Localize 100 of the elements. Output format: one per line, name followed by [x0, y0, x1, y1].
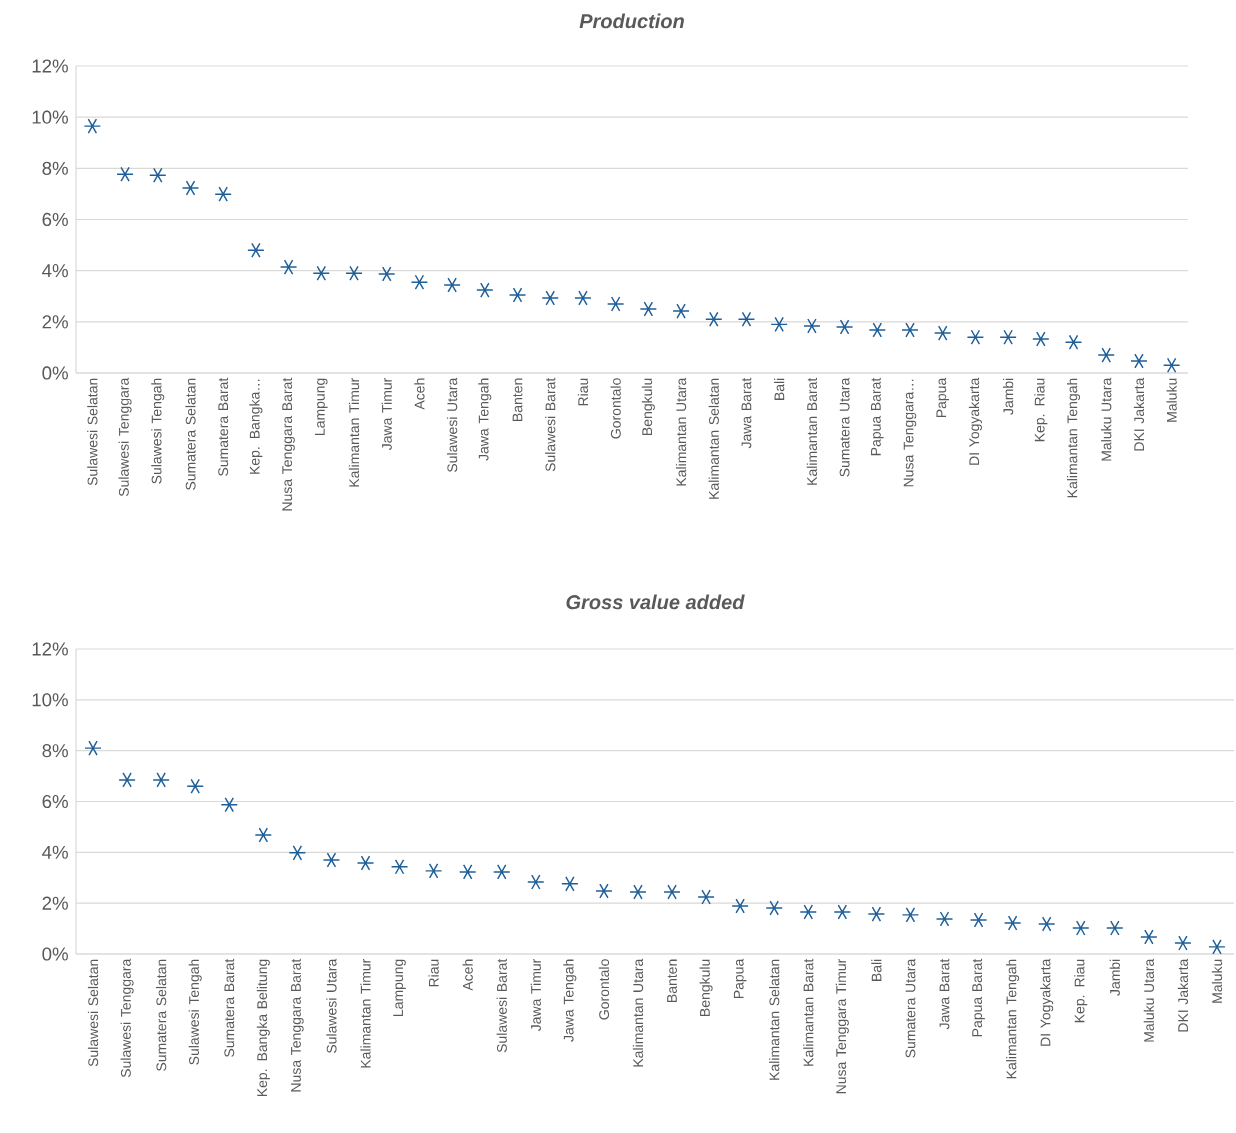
point [663, 884, 681, 900]
point [493, 864, 511, 880]
point [606, 296, 625, 312]
y-tick-label: 8% [42, 744, 68, 758]
point [118, 772, 136, 788]
x-tick-label: Jambi [1002, 378, 1014, 415]
point [868, 322, 887, 338]
point [1072, 920, 1090, 936]
point [966, 329, 985, 345]
x-tick-label: Sumatera Selatan [156, 959, 167, 1071]
x-tick-label: Kalimantan Utara [632, 958, 644, 1067]
x-tick-label: Papua [936, 377, 949, 418]
point [390, 859, 409, 875]
x-tick-label: Nusa Tenggara Barat [291, 958, 304, 1092]
point [737, 311, 756, 327]
point [424, 863, 443, 879]
y-tick-label: 2% [42, 896, 68, 910]
y-tick-label: 0% [42, 366, 68, 380]
point [356, 855, 375, 871]
point [1140, 929, 1158, 945]
y-tick-label: 4% [42, 264, 68, 278]
x-tick-label: Jawa Timur [530, 958, 541, 1032]
x-tick-label: Sulawesi Barat [496, 958, 507, 1053]
point [220, 797, 239, 813]
x-tick-label: Sulawesi Tengah [151, 378, 165, 484]
x-tick-label: Sulawesi Selatan [87, 378, 98, 486]
x-tick-label: Sumatera Utara [905, 958, 916, 1058]
x-tick-label: Papua [733, 958, 747, 999]
x-tick-label: Kalimantan Barat [806, 377, 818, 485]
point [322, 852, 341, 868]
point [508, 287, 527, 303]
point [345, 265, 363, 281]
x-tick-label: Bengkulu [699, 959, 713, 1016]
point [527, 874, 545, 890]
point [561, 876, 579, 892]
x-tick-label: Nusa Tenggara Timur [835, 958, 849, 1094]
point [999, 329, 1017, 345]
y-tick-label: 0% [42, 947, 68, 961]
y-tick-label: 6% [42, 794, 68, 809]
x-tick-label: Jawa Barat [939, 958, 950, 1030]
point [1003, 915, 1022, 931]
x-tick-label: DKI Jakarta [1177, 958, 1189, 1032]
x-tick-label: Maluku Utara [1143, 958, 1155, 1042]
chart-title: Gross value added [566, 594, 745, 610]
point [312, 265, 331, 281]
point [377, 266, 396, 282]
point [697, 889, 715, 905]
point [458, 864, 477, 880]
x-tick-label: Papua Barat [871, 377, 884, 456]
point [672, 303, 690, 319]
x-tick-label: Jawa Tengah [563, 959, 577, 1042]
x-tick-label: Kalimantan Selatan [708, 378, 719, 499]
point [705, 311, 723, 327]
point [639, 301, 658, 317]
point [214, 186, 232, 202]
point [969, 912, 988, 928]
x-tick-label: Riau [428, 959, 439, 987]
x-tick-label: Lampung [315, 378, 328, 435]
point [84, 740, 102, 756]
x-tick-label: Jawa Barat [741, 377, 752, 449]
point [116, 166, 134, 182]
y-tick-label: 2% [42, 315, 68, 329]
x-tick-label: Maluku [1211, 959, 1223, 1003]
point [1064, 334, 1083, 350]
point [1097, 347, 1115, 363]
x-tick-label: Jambi [1109, 959, 1120, 996]
x-tick-label: Kalimantan Tengah [1006, 959, 1020, 1079]
x-tick-label: Sulawesi Tenggara [118, 377, 132, 497]
x-tick-label: Sumatera Selatan [185, 378, 196, 490]
point [1208, 939, 1226, 955]
point [254, 827, 273, 843]
point [770, 316, 788, 333]
x-tick-label: Kalimantan Timur [360, 958, 371, 1068]
chart-title: Production [579, 13, 684, 29]
point [279, 259, 298, 275]
point [803, 318, 821, 334]
point [1106, 920, 1124, 936]
x-tick-label: Nusa Tenggara Barat [282, 377, 295, 511]
x-tick-label: Banten [512, 378, 523, 421]
y-tick-label: 12% [32, 59, 68, 73]
point [247, 242, 265, 258]
point [833, 904, 852, 920]
x-tick-label: Bali [774, 378, 785, 400]
x-tick-label: Sulawesi Barat [545, 377, 556, 472]
x-tick-label: Nusa Tenggara… [903, 379, 917, 487]
point [1174, 935, 1192, 951]
x-tick-label: Banten [667, 959, 677, 1002]
point [731, 898, 749, 914]
point [1032, 331, 1050, 347]
point [799, 904, 818, 920]
x-tick-label: Lampung [393, 959, 406, 1016]
x-tick-label: DI Yogyakarta [1040, 958, 1054, 1046]
x-tick-label: Sulawesi Utara [446, 377, 458, 473]
y-tick-label: 4% [42, 845, 68, 859]
y-tick-label: 12% [32, 642, 68, 656]
point [152, 772, 170, 788]
x-tick-label: Jawa Tengah [478, 378, 492, 461]
point [901, 907, 920, 923]
x-tick-label: Sulawesi Tengah [188, 959, 202, 1065]
x-tick-label: Kalimantan Tengah [1067, 378, 1081, 498]
